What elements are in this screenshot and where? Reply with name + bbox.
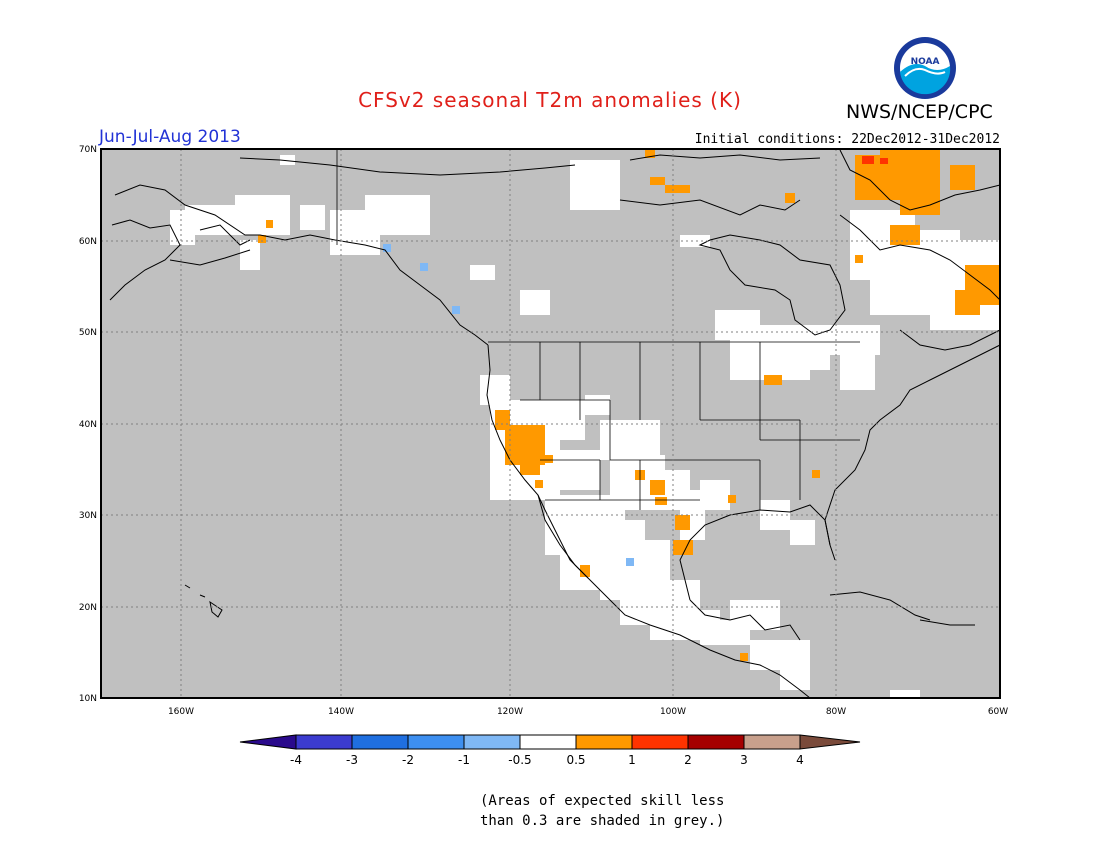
logo-text: NOAA bbox=[911, 57, 940, 67]
chart-title: CFSv2 seasonal T2m anomalies (K) bbox=[358, 88, 742, 112]
organization-label: NWS/NCEP/CPC bbox=[846, 101, 993, 123]
colorbar-swatch bbox=[463, 734, 521, 750]
lat-label: 70N bbox=[79, 145, 97, 155]
colorbar-swatch bbox=[295, 734, 353, 750]
colorbar-left-arrow bbox=[239, 734, 297, 750]
colorbar-label: 3 bbox=[740, 753, 748, 767]
footnote-line-1: (Areas of expected skill less bbox=[480, 793, 725, 809]
latitude-labels: 10N 20N 30N 40N 50N 60N 70N bbox=[79, 145, 97, 704]
footnote-line-2: than 0.3 are shaded in grey.) bbox=[480, 813, 725, 829]
colorbar bbox=[239, 734, 861, 750]
coastlines bbox=[109, 149, 1001, 699]
lon-label: 60W bbox=[988, 707, 1008, 717]
colorbar-label: 2 bbox=[684, 753, 692, 767]
anomaly-red-regions bbox=[862, 156, 888, 164]
anomaly-blue-regions bbox=[383, 244, 634, 566]
lon-label: 120W bbox=[497, 707, 523, 717]
anomaly-orange-regions bbox=[258, 150, 1000, 661]
lat-label: 60N bbox=[79, 237, 97, 247]
colorbar-swatch bbox=[743, 734, 801, 750]
colorbar-label: -2 bbox=[402, 753, 414, 767]
colorbar-label: 1 bbox=[628, 753, 636, 767]
colorbar-label: -1 bbox=[458, 753, 470, 767]
footnote: (Areas of expected skill less than 0.3 a… bbox=[480, 791, 724, 831]
colorbar-swatch bbox=[351, 734, 409, 750]
longitude-labels: 160W 140W 120W 100W 80W 60W bbox=[168, 707, 1008, 717]
initial-conditions: Initial conditions: 22Dec2012-31Dec2012 bbox=[694, 132, 1000, 147]
colorbar-swatch bbox=[575, 734, 633, 750]
colorbar-label: 0.5 bbox=[566, 753, 585, 767]
colorbar-right-arrow bbox=[799, 734, 861, 750]
lat-label: 10N bbox=[79, 694, 97, 704]
lat-label: 40N bbox=[79, 420, 97, 430]
lon-label: 100W bbox=[660, 707, 686, 717]
lon-label: 80W bbox=[826, 707, 846, 717]
colorbar-swatch bbox=[519, 734, 577, 750]
lon-label: 140W bbox=[328, 707, 354, 717]
lat-label: 20N bbox=[79, 603, 97, 613]
anomaly-white-regions bbox=[170, 155, 1000, 698]
colorbar-labels: -4 -3 -2 -1 -0.5 0.5 1 2 3 4 bbox=[290, 753, 804, 767]
lat-label: 50N bbox=[79, 328, 97, 338]
colorbar-label: 4 bbox=[796, 753, 804, 767]
state-borders bbox=[336, 150, 860, 510]
noaa-logo: NOAA bbox=[894, 37, 956, 99]
colorbar-label: -4 bbox=[290, 753, 302, 767]
map-frame bbox=[100, 148, 1001, 699]
lat-label: 30N bbox=[79, 511, 97, 521]
colorbar-label: -3 bbox=[346, 753, 358, 767]
lon-label: 160W bbox=[168, 707, 194, 717]
colorbar-label: -0.5 bbox=[508, 753, 531, 767]
colorbar-swatch bbox=[407, 734, 465, 750]
colorbar-swatch bbox=[687, 734, 745, 750]
lat-lon-grid bbox=[101, 149, 1000, 698]
colorbar-swatch bbox=[631, 734, 689, 750]
forecast-period: Jun-Jul-Aug 2013 bbox=[99, 127, 241, 147]
